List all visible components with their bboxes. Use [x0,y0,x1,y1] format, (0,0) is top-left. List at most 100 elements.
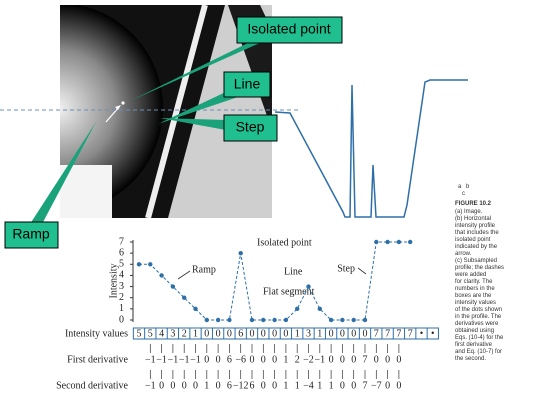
intensity-value: 0 [204,328,209,339]
derivative-value: 0 [351,380,356,391]
derivative-value: 6 [250,380,255,391]
derivative-value: 7 [363,354,368,365]
callout: Step [236,119,265,135]
data-point [148,262,152,266]
intensity-value: 1 [193,328,198,339]
caption-line: and Eq. (10-7) for [455,349,502,355]
intensity-value: 7 [385,328,390,339]
derivative-value: 0 [193,380,198,391]
derivative-value: −2 [303,354,314,365]
data-point [272,318,276,322]
derivative-value: 0 [261,380,266,391]
intensity-value: 0 [351,328,356,339]
caption-line: boxes are the [455,293,492,299]
data-point [193,307,197,311]
figure-number: FIGURE 10.2 [455,201,492,207]
derivative-value: 0 [340,380,345,391]
caption-line: the second. [455,356,486,362]
caption-line: for clarity. The [455,279,493,285]
row-label: Intensity values [65,328,128,339]
y-tick-label: 1 [119,303,124,314]
data-point [329,318,333,322]
caption-line: Eqs. (10-4) for the [455,335,504,341]
caption-line: in the profile. The [455,314,502,320]
annotation: Line [284,266,303,277]
intensity-value: 0 [272,328,277,339]
caption-line: intensity values [455,300,496,306]
intensity-value: 0 [227,328,232,339]
intensity-value: 0 [283,328,288,339]
caption-line: isolated point [455,237,491,243]
caption-line: numbers in the [455,286,495,292]
intensity-value: 0 [216,328,221,339]
data-point [295,307,299,311]
y-axis-label: Intensity [108,264,119,299]
derivative-value: −1 [145,354,156,365]
derivative-value: −1 [179,354,190,365]
derivative-value: 6 [227,380,232,391]
derivative-value: −6 [235,354,246,365]
intensity-value: 5 [137,328,142,339]
leader [178,271,190,279]
derivative-value: −1 [190,354,201,365]
derivative-value: 1 [329,380,334,391]
derivative-value: 0 [351,354,356,365]
caption-line: first derivative [455,342,493,348]
callout: Line [234,76,261,92]
intensity-value: 5 [148,328,153,339]
intensity-value: 4 [159,328,164,339]
intensity-profile [275,80,468,217]
derivative-value: −1 [156,354,167,365]
derivative-value: 0 [261,354,266,365]
trailing-mark: • [431,328,435,339]
data-point [250,318,254,322]
figure: Isolated point Line Step Ramp a b c FIGU… [0,0,541,403]
data-point [352,318,356,322]
derivative-value: 7 [363,380,368,391]
derivative-value: 0 [374,354,379,365]
derivative-value: 1 [283,380,288,391]
derivative-value: 1 [317,380,322,391]
annotation: Isolated point [257,237,312,248]
y-tick-label: 2 [119,292,124,303]
caption-line: obtained using [455,328,494,334]
derivative-value: 1 [295,380,300,391]
data-point [284,318,288,322]
intensity-value: 6 [238,328,243,339]
derivative-value: 0 [272,354,277,365]
caption-line: profile; the dashes [455,265,504,271]
data-point [216,318,220,322]
caption-line: were added [454,272,486,278]
leader [358,268,366,274]
derivative-value: 0 [385,380,390,391]
data-point [227,318,231,322]
caption-line: arrow. [455,251,472,257]
data-point [408,240,412,244]
derivative-value: 1 [283,354,288,365]
derivative-value: −1 [314,354,325,365]
intensity-value: 2 [182,328,187,339]
callout: Isolated point [247,21,330,37]
caption-line: that includes the [455,230,499,236]
caption-line: (c) Subsampled [455,258,497,264]
profile-line [139,242,410,320]
data-point [306,284,310,288]
callout: Ramp [12,226,50,242]
derivative-value: 0 [329,354,334,365]
data-point [374,240,378,244]
intensity-value: 0 [250,328,255,339]
derivative-value: 6 [227,354,232,365]
derivative-value: 0 [396,380,401,391]
derivative-value: −12 [233,380,249,391]
intensity-value: 0 [261,328,266,339]
data-point [205,318,209,322]
y-tick-label: 0 [119,314,124,325]
caption-line: intensity profile [455,223,496,229]
data-point [397,240,401,244]
intensity-value: 7 [374,328,379,339]
intensity-value: 1 [317,328,322,339]
derivative-value: 0 [216,354,221,365]
derivative-value: −7 [371,380,382,391]
caption-line: derivatives were [455,321,499,327]
derivative-value: −1 [168,354,179,365]
